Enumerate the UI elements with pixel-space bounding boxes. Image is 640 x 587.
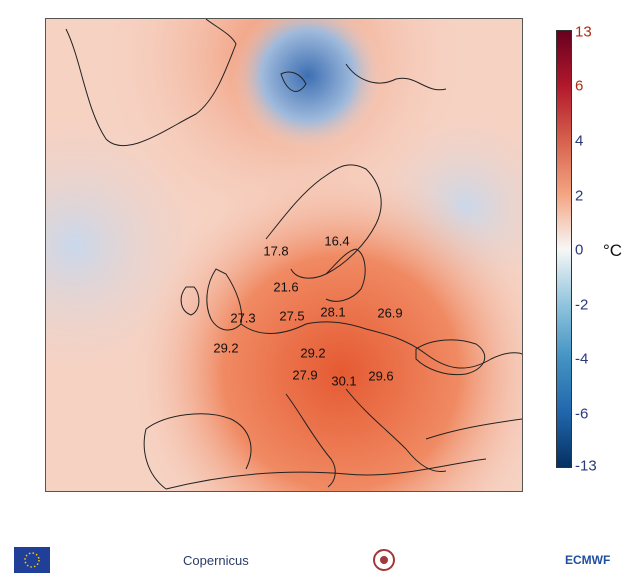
colorbar-tick: 13 (575, 23, 592, 41)
colorbar-tick: 4 (575, 132, 584, 150)
italy-coast (285, 393, 336, 488)
ecmwf-logo: ECMWF (565, 540, 610, 580)
copernicus-wordmark: Copernicus (183, 552, 249, 568)
britain-coast (206, 268, 243, 331)
value-label: 17.8 (263, 243, 289, 259)
ireland-coast (180, 286, 200, 316)
coastlines (65, 19, 522, 490)
eu-flag-icon (14, 547, 50, 573)
colorbar-tick: 2 (575, 187, 584, 205)
value-label: 29.2 (213, 340, 239, 356)
colorbar-unit: °C (603, 241, 623, 260)
climate-service-icon (373, 549, 395, 571)
value-label: 29.6 (368, 368, 394, 384)
iberia-coast (143, 413, 252, 490)
colorbar-tick: 6 (575, 77, 584, 95)
value-label: 27.5 (279, 308, 305, 324)
partner-logos: Copernicus ECMWF (0, 540, 640, 587)
value-label: 16.4 (324, 233, 350, 249)
eu-flag-logo (14, 540, 50, 580)
turkey-coast (425, 418, 522, 440)
colorbar-tick: -4 (575, 350, 589, 368)
value-label: 26.9 (377, 305, 403, 321)
colorbar-tick: -2 (575, 296, 589, 314)
colorbar (556, 30, 572, 468)
value-label: 28.1 (320, 304, 346, 320)
north-africa-coast (165, 458, 487, 490)
cool-region-north (46, 19, 522, 491)
value-label: 30.1 (331, 373, 357, 389)
balkans-coast (345, 388, 447, 473)
value-label: 27.9 (292, 367, 318, 383)
baltic-coast (325, 248, 366, 302)
colorbar-tick: -6 (575, 405, 589, 423)
copernicus-logo: Copernicus (183, 540, 249, 580)
svalbard-coast (280, 71, 307, 92)
ecmwf-wordmark: ECMWF (565, 553, 611, 567)
black-sea-coast (415, 339, 486, 376)
arctic-islands-coast (345, 63, 447, 91)
climate-change-service-logo (372, 540, 396, 580)
colorbar-tick: 0 (575, 241, 584, 259)
greenland-coast (65, 19, 237, 147)
scandinavia-coast (265, 164, 382, 279)
map-surface (46, 19, 522, 491)
colorbar-tick: -13 (575, 457, 597, 475)
value-label: 27.3 (230, 310, 256, 326)
value-label: 29.2 (300, 345, 326, 361)
anomaly-map: 17.8 16.4 21.6 27.3 27.5 28.1 26.9 29.2 … (45, 18, 523, 492)
mainland-coast (240, 321, 522, 369)
value-label: 21.6 (273, 279, 299, 295)
